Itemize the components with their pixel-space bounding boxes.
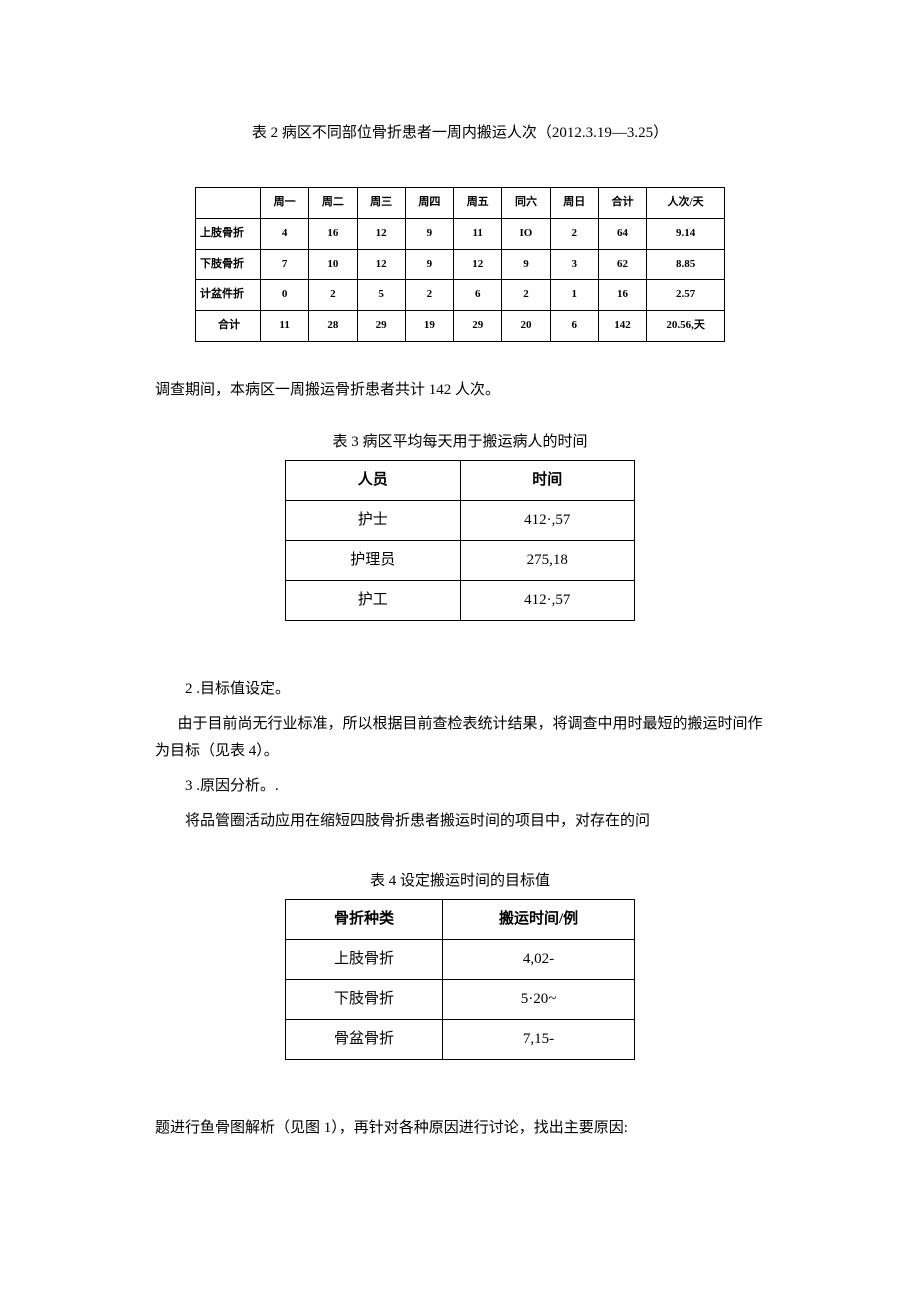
- cell: 64: [598, 218, 646, 249]
- cell: 412·,57: [460, 500, 635, 540]
- table4-row: 下肢骨折 5·20~: [286, 979, 635, 1019]
- cell: 2: [405, 280, 453, 311]
- cell: 上肢骨折: [196, 218, 261, 249]
- cell: 8.85: [647, 249, 725, 280]
- table2-h0: [196, 188, 261, 219]
- table4-row: 骨盆骨折 7,15-: [286, 1019, 635, 1059]
- paragraph-survey-summary: 调查期间，本病区一周搬运骨折患者共计 142 人次。: [155, 377, 765, 404]
- cell: 20.56,天: [647, 311, 725, 342]
- section3-text: 将品管圈活动应用在缩短四肢骨折患者搬运时间的项目中，对存在的问: [155, 808, 765, 835]
- cell: 16: [309, 218, 357, 249]
- table3-row: 护士 412·,57: [286, 500, 635, 540]
- table3-row: 护理员 275,18: [286, 540, 635, 580]
- cell: 4,02-: [443, 939, 635, 979]
- table3-title: 表 3 病区平均每天用于搬运病人的时间: [155, 429, 765, 456]
- cell: IO: [502, 218, 550, 249]
- cell: 16: [598, 280, 646, 311]
- table2-h4: 周四: [405, 188, 453, 219]
- cell: 62: [598, 249, 646, 280]
- cell: 6: [454, 280, 502, 311]
- cell: 骨盆骨折: [286, 1019, 443, 1059]
- cell: 护理员: [286, 540, 461, 580]
- table3-h0: 人员: [286, 460, 461, 500]
- table2-h2: 周二: [309, 188, 357, 219]
- section2-number: 2 .目标值设定。: [155, 676, 765, 703]
- cell: 护工: [286, 580, 461, 620]
- table2-h5: 周五: [454, 188, 502, 219]
- cell: 4: [261, 218, 309, 249]
- table2-h3: 周三: [357, 188, 405, 219]
- table4-title: 表 4 设定搬运时间的目标值: [155, 868, 765, 895]
- table2-h6: 同六: [502, 188, 550, 219]
- cell: 2: [502, 280, 550, 311]
- table4-row: 上肢骨折 4,02-: [286, 939, 635, 979]
- table2: 周一 周二 周三 周四 周五 同六 周日 合计 人次/天 上肢骨折 4 16 1…: [195, 187, 725, 342]
- table4-h1: 搬运时间/例: [443, 899, 635, 939]
- cell: 2.57: [647, 280, 725, 311]
- table2-h9: 人次/天: [647, 188, 725, 219]
- cell: 29: [454, 311, 502, 342]
- section2-text: 由于目前尚无行业标准，所以根据目前查检表统计结果，将调查中用时最短的搬运时间作为…: [155, 711, 765, 765]
- cell: 9.14: [647, 218, 725, 249]
- table2-h7: 周日: [550, 188, 598, 219]
- table3-row: 护工 412·,57: [286, 580, 635, 620]
- table2-row: 合计 11 28 29 19 29 20 6 142 20.56,天: [196, 311, 725, 342]
- table3: 人员 时间 护士 412·,57 护理员 275,18 护工 412·,57: [285, 460, 635, 621]
- cell: 下肢骨折: [286, 979, 443, 1019]
- cell: 0: [261, 280, 309, 311]
- table2-header-row: 周一 周二 周三 周四 周五 同六 周日 合计 人次/天: [196, 188, 725, 219]
- cell: 19: [405, 311, 453, 342]
- cell: 9: [405, 218, 453, 249]
- cell: 7: [261, 249, 309, 280]
- cell: 28: [309, 311, 357, 342]
- cell: 1: [550, 280, 598, 311]
- cell: 2: [550, 218, 598, 249]
- paragraph-fishbone: 题进行鱼骨图解析（见图 1），再针对各种原因进行讨论，找出主要原因:: [155, 1115, 765, 1142]
- cell: 12: [357, 218, 405, 249]
- cell: 计盆件折: [196, 280, 261, 311]
- table4-header-row: 骨折种类 搬运时间/例: [286, 899, 635, 939]
- cell: 12: [357, 249, 405, 280]
- cell: 6: [550, 311, 598, 342]
- section3-number: 3 .原因分析。.: [155, 773, 765, 800]
- cell: 11: [454, 218, 502, 249]
- cell: 12: [454, 249, 502, 280]
- cell: 29: [357, 311, 405, 342]
- table2-row: 上肢骨折 4 16 12 9 11 IO 2 64 9.14: [196, 218, 725, 249]
- cell: 合计: [196, 311, 261, 342]
- cell: 7,15-: [443, 1019, 635, 1059]
- table2-title: 表 2 病区不同部位骨折患者一周内搬运人次（2012.3.19—3.25）: [155, 120, 765, 147]
- cell: 11: [261, 311, 309, 342]
- table2-row: 计盆件折 0 2 5 2 6 2 1 16 2.57: [196, 280, 725, 311]
- cell: 5: [357, 280, 405, 311]
- cell: 3: [550, 249, 598, 280]
- cell: 下肢骨折: [196, 249, 261, 280]
- cell: 9: [502, 249, 550, 280]
- cell: 20: [502, 311, 550, 342]
- cell: 9: [405, 249, 453, 280]
- table3-h1: 时间: [460, 460, 635, 500]
- cell: 10: [309, 249, 357, 280]
- cell: 护士: [286, 500, 461, 540]
- table4: 骨折种类 搬运时间/例 上肢骨折 4,02- 下肢骨折 5·20~ 骨盆骨折 7…: [285, 899, 635, 1060]
- table2-h8: 合计: [598, 188, 646, 219]
- cell: 2: [309, 280, 357, 311]
- cell: 142: [598, 311, 646, 342]
- cell: 上肢骨折: [286, 939, 443, 979]
- table2-row: 下肢骨折 7 10 12 9 12 9 3 62 8.85: [196, 249, 725, 280]
- cell: 275,18: [460, 540, 635, 580]
- cell: 412·,57: [460, 580, 635, 620]
- table2-h1: 周一: [261, 188, 309, 219]
- cell: 5·20~: [443, 979, 635, 1019]
- table3-header-row: 人员 时间: [286, 460, 635, 500]
- table4-h0: 骨折种类: [286, 899, 443, 939]
